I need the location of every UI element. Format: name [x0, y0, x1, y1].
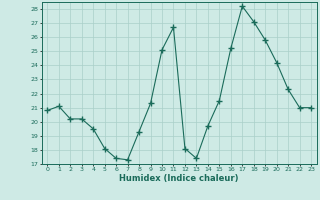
X-axis label: Humidex (Indice chaleur): Humidex (Indice chaleur) [119, 174, 239, 183]
